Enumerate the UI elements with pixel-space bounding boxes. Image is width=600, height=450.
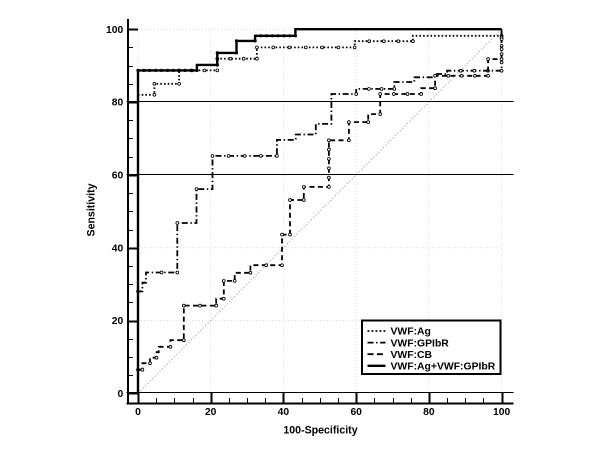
- svg-text:80: 80: [112, 98, 124, 109]
- svg-text:80: 80: [423, 407, 435, 418]
- svg-text:VWF:Ag+VWF:GPIbR: VWF:Ag+VWF:GPIbR: [391, 362, 496, 373]
- svg-text:100-Specificity: 100-Specificity: [283, 425, 357, 437]
- svg-text:0: 0: [135, 407, 141, 418]
- svg-text:Sensitivity: Sensitivity: [86, 183, 98, 236]
- svg-text:20: 20: [205, 407, 217, 418]
- svg-text:VWF:GPIbR: VWF:GPIbR: [391, 338, 450, 349]
- svg-text:60: 60: [350, 407, 362, 418]
- svg-text:0: 0: [117, 389, 123, 400]
- svg-text:40: 40: [278, 407, 290, 418]
- svg-text:60: 60: [112, 171, 124, 182]
- svg-text:20: 20: [112, 316, 124, 327]
- svg-text:100: 100: [493, 407, 510, 418]
- svg-text:40: 40: [112, 243, 124, 254]
- svg-text:VWF:CB: VWF:CB: [391, 350, 433, 361]
- svg-text:VWF:Ag: VWF:Ag: [391, 327, 431, 338]
- svg-text:100: 100: [106, 25, 123, 36]
